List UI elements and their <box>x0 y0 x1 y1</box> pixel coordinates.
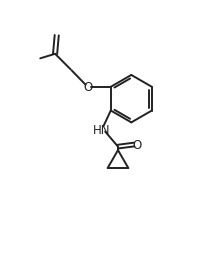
Text: O: O <box>83 81 93 94</box>
Text: O: O <box>132 138 141 151</box>
Text: HN: HN <box>93 123 110 136</box>
